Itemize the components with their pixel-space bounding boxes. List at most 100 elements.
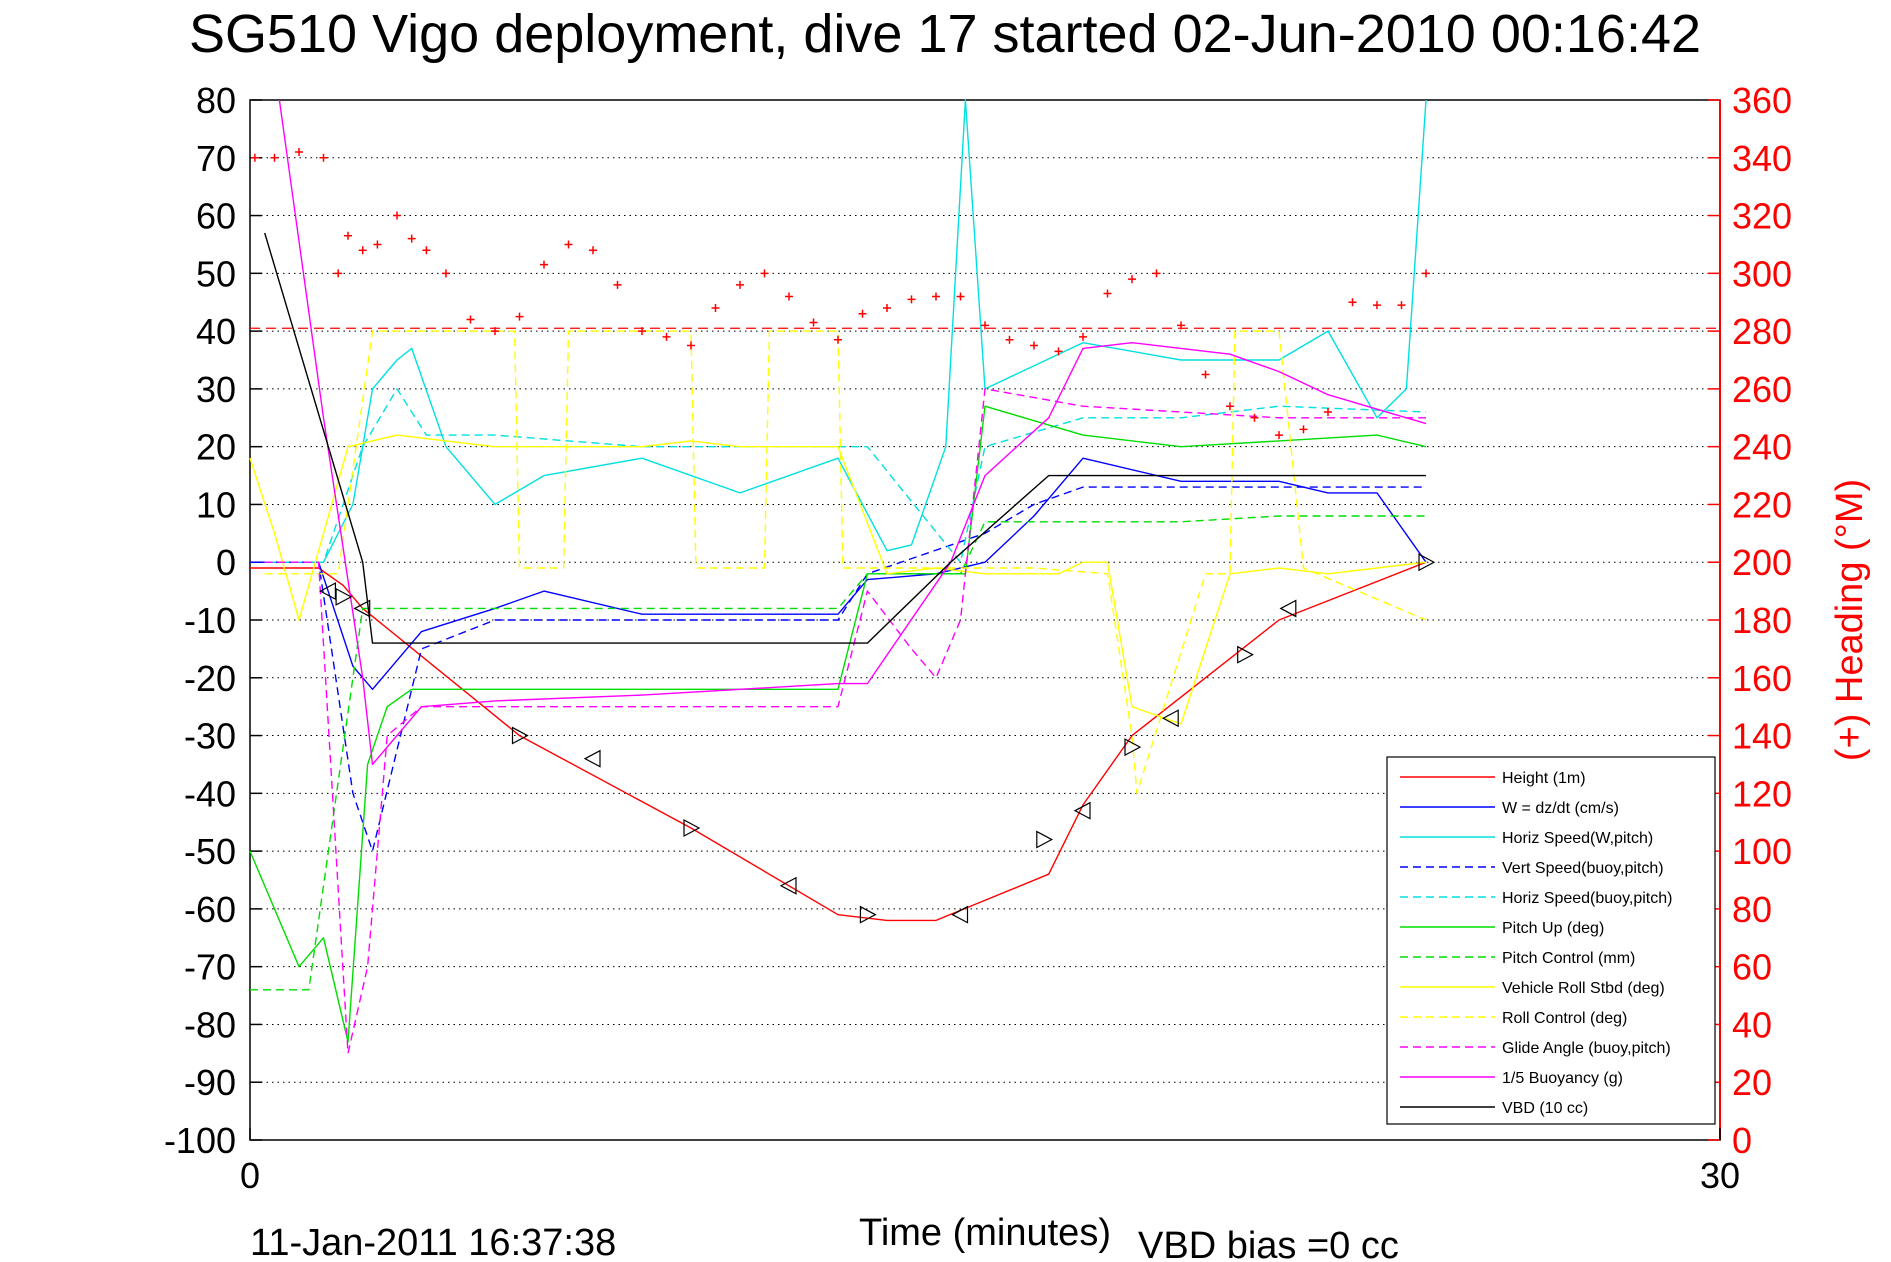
y-tick-label: -70 [184,947,236,988]
heading-point [613,280,622,289]
heading-point [1103,289,1112,298]
vbd-bias-label: VBD bias =0 cc [1138,1225,1399,1262]
timestamp-label: 11-Jan-2011 16:37:38 [250,1222,616,1262]
heading-point [858,309,867,318]
heading-point [736,280,744,289]
y-tick-label: -100 [164,1120,236,1161]
heading-point [1324,408,1332,416]
height-marker [779,876,797,895]
y-tick-label: -30 [184,716,236,757]
height-marker [1124,738,1142,757]
heading-point [834,335,842,344]
series-vbd-10-cc [264,232,1426,644]
heading-point [760,269,769,278]
heading-point [1373,301,1381,310]
heading-point [907,295,916,304]
height-marker [511,726,529,745]
y-tick-label: 80 [196,80,236,121]
series-pitch-control-mm [250,515,1426,991]
y-tick-label: 50 [196,253,236,294]
heading-point [270,153,279,162]
heading-point [638,327,646,336]
height-marker [1279,599,1297,618]
height-marker [1036,830,1054,849]
heading-point [687,341,695,350]
legend-label: Height (1m) [1502,770,1586,787]
heading-point [422,246,431,255]
right-tick-label: 80 [1732,889,1772,930]
legend-label: 1/5 Buoyancy (g) [1502,1070,1623,1087]
right-tick-label: 20 [1732,1062,1772,1103]
heading-point [1275,431,1283,440]
heading-point [373,240,382,249]
y-tick-label: 60 [196,196,236,237]
heading-point [564,240,573,249]
heading-point [956,292,965,301]
right-y-axis-label: (+) Heading (°M) [1829,479,1871,761]
heading-point [1177,321,1185,330]
heading-point [1299,425,1308,434]
right-tick-label: 220 [1732,484,1792,525]
heading-point [250,153,259,162]
legend-label: Horiz Speed(buoy,pitch) [1502,890,1672,907]
right-tick-label: 40 [1732,1004,1772,1045]
heading-point [358,246,367,255]
series-height-1m [250,561,1427,922]
heading-point [662,332,671,341]
right-tick-label: 60 [1732,947,1772,988]
height-marker [1237,645,1254,664]
heading-point [1152,269,1161,278]
right-tick-label: 0 [1732,1120,1752,1161]
heading-point [1079,332,1087,341]
height-marker [1073,801,1091,820]
heading-point [1250,413,1259,422]
heading-point [785,292,793,301]
heading-point [1054,347,1063,356]
series-vert-speed-buoy-pitch [250,486,1426,852]
y-tick-label: -10 [184,600,236,641]
y-tick-label: 70 [196,138,236,179]
height-marker [353,599,371,618]
height-marker [583,749,601,768]
heading-point [1348,298,1357,307]
series-lines [249,99,1427,1055]
heading-point [442,269,450,278]
legend: Height (1m) W = dz/dt (cm/s) Horiz Speed(W… [1386,756,1716,1125]
heading-point [319,153,328,162]
legend-label: Pitch Control (mm) [1502,950,1635,967]
heading-point [540,260,548,269]
x-axis-label: Time (minutes) [859,1212,1111,1254]
heading-point [711,304,720,312]
series-glide-angle-buoy-pitch [264,388,1426,1055]
heading-point [1226,402,1234,411]
right-tick-label: 240 [1732,427,1792,468]
legend-label: Pitch Up (deg) [1502,920,1604,937]
y-tick-label: 30 [196,369,236,410]
legend-label: VBD (10 cc) [1502,1100,1588,1117]
heading-point [1005,335,1014,344]
height-marker [1418,553,1436,572]
legend-label: W = dz/dt (cm/s) [1502,800,1619,817]
y-tick-label: -90 [184,1062,236,1103]
right-tick-label: 100 [1732,831,1792,872]
heading-point [981,321,989,330]
y-tick-label: 20 [196,427,236,468]
heading-point [1128,275,1136,284]
height-marker [319,582,336,601]
height-marker [335,587,353,606]
x-axis: 0 30 [240,1128,1740,1196]
right-tick-label: 340 [1732,138,1792,179]
heading-point [1030,341,1038,350]
heading-point [883,304,891,312]
chart-title: SG510 Vigo deployment, dive 17 started 0… [189,4,1701,64]
y-tick-label: -20 [184,658,236,699]
y-tick-label: -60 [184,889,236,930]
right-tick-label: 140 [1732,716,1792,757]
right-tick-label: 160 [1732,658,1792,699]
heading-point [344,231,352,240]
y-tick-label: 0 [216,542,236,583]
heading-point [334,269,343,278]
legend-label: Vehicle Roll Stbd (deg) [1502,980,1665,997]
